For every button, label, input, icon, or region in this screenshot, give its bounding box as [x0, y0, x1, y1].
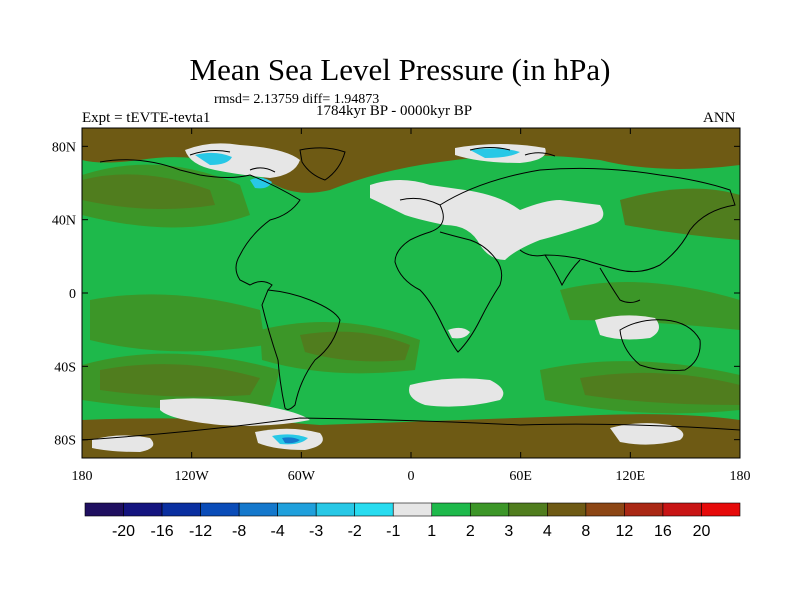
- coast-europe-africa: [394, 197, 503, 353]
- field-blue-weddell: [282, 437, 300, 444]
- lat-tick-label: 80N: [52, 140, 76, 155]
- experiment-label: Expt = tEVTE-tevta1: [82, 110, 211, 126]
- lat-tick-label: 40S: [54, 360, 76, 375]
- colorbar-label: -2: [348, 523, 362, 540]
- colorbar-label: 4: [543, 523, 552, 540]
- field-white-southern-atlantic: [160, 398, 310, 426]
- lat-tick-label: 40N: [52, 214, 76, 229]
- colorbar-swatch: [315, 502, 356, 517]
- lon-tick-label: 60W: [288, 469, 316, 484]
- colorbar-label: 12: [616, 523, 634, 540]
- lon-tick-label: 0: [408, 469, 415, 484]
- colorbar-swatch: [84, 502, 124, 517]
- coast-south-america: [261, 289, 341, 410]
- field-white-antarctic-east: [610, 423, 684, 445]
- field-olive-south-pacific: [100, 364, 260, 397]
- lon-tick-label: 180: [72, 469, 93, 484]
- lat-tick-label: 80S: [54, 434, 76, 449]
- lon-tick-label: 120W: [175, 469, 210, 484]
- colorbar-swatch: [431, 502, 471, 517]
- period-label: 1784kyr BP - 0000kyr BP: [316, 103, 473, 119]
- coastlines: [82, 147, 740, 441]
- lon-tick-label: 120E: [616, 469, 646, 484]
- colorbar-swatch: [161, 502, 201, 517]
- coast-arctic-islands: [189, 147, 556, 173]
- colorbar-swatch: [469, 502, 510, 517]
- field-olive-east-pacific: [620, 188, 740, 240]
- colorbar-swatch: [547, 502, 587, 517]
- colorbar-label: 16: [654, 523, 672, 540]
- coast-antarctica: [82, 417, 740, 441]
- colorbar-label: 20: [693, 523, 711, 540]
- latitude-axis: 80N 40N 0 40S 80S: [52, 140, 740, 449]
- pressure-field: [82, 128, 740, 458]
- field-cyan-siberia: [470, 148, 520, 158]
- colorbar-label: -20: [112, 523, 135, 540]
- colorbar-swatch: [238, 502, 278, 517]
- longitude-axis: 180 120W 60W 0 60E 120E 180: [72, 128, 751, 484]
- field-olive-south-atlantic: [300, 331, 410, 362]
- colorbar-swatch: [354, 502, 394, 517]
- field-band-tropical-pacific: [90, 294, 265, 352]
- coast-southeast-asia: [599, 267, 641, 303]
- colorbar-label: -1: [386, 523, 400, 540]
- colorbar-swatch: [200, 502, 240, 517]
- lon-tick-label: 60E: [509, 469, 532, 484]
- colorbar-label: 8: [581, 523, 590, 540]
- coast-north-america: [99, 159, 301, 291]
- colorbar-swatch: [585, 502, 625, 517]
- plot-title: Mean Sea Level Pressure (in hPa): [189, 52, 611, 87]
- field-olive-south-indian: [580, 372, 740, 405]
- coast-asia: [439, 167, 736, 273]
- field-white-greenland: [185, 143, 300, 178]
- field-brown-arctic: [82, 128, 740, 193]
- colorbar-swatch: [277, 502, 317, 517]
- field-white-indian-ocean: [595, 315, 659, 340]
- field-white-madagascar: [448, 327, 470, 339]
- colorbar-swatch: [662, 502, 702, 517]
- field-white-antarctic-west: [92, 435, 154, 452]
- colorbar-label: -16: [150, 523, 173, 540]
- colorbar-label: -4: [271, 523, 285, 540]
- stats-subtitle: rmsd= 2.13759 diff= 1.94873: [214, 92, 380, 107]
- colorbar: -20 -16 -12 -8 -4 -3 -2 -1 1 2 3 4 8 12 16 20: [84, 502, 741, 540]
- colorbar-label: 1: [427, 523, 436, 540]
- coast-australia: [619, 319, 701, 371]
- colorbar-label: -8: [232, 523, 246, 540]
- lon-tick-label: 180: [730, 469, 751, 484]
- colorbar-swatch: [392, 502, 433, 517]
- coast-greenland: [299, 147, 346, 181]
- colorbar-label: 3: [504, 523, 513, 540]
- field-white-south-indian: [409, 378, 504, 407]
- field-cyan-canada: [250, 177, 272, 189]
- colorbar-swatch: [624, 502, 664, 517]
- coast-india: [544, 254, 581, 287]
- field-cyan-greenland: [195, 152, 232, 165]
- lat-tick-label: 0: [69, 287, 76, 302]
- colorbar-label: -3: [309, 523, 323, 540]
- season-label: ANN: [703, 110, 736, 126]
- colorbar-swatch: [123, 502, 163, 517]
- colorbar-label: -12: [189, 523, 212, 540]
- field-olive-north-pacific: [82, 174, 215, 209]
- colorbar-swatch: [701, 502, 741, 517]
- colorbar-label: 2: [466, 523, 475, 540]
- colorbar-swatch: [508, 502, 548, 517]
